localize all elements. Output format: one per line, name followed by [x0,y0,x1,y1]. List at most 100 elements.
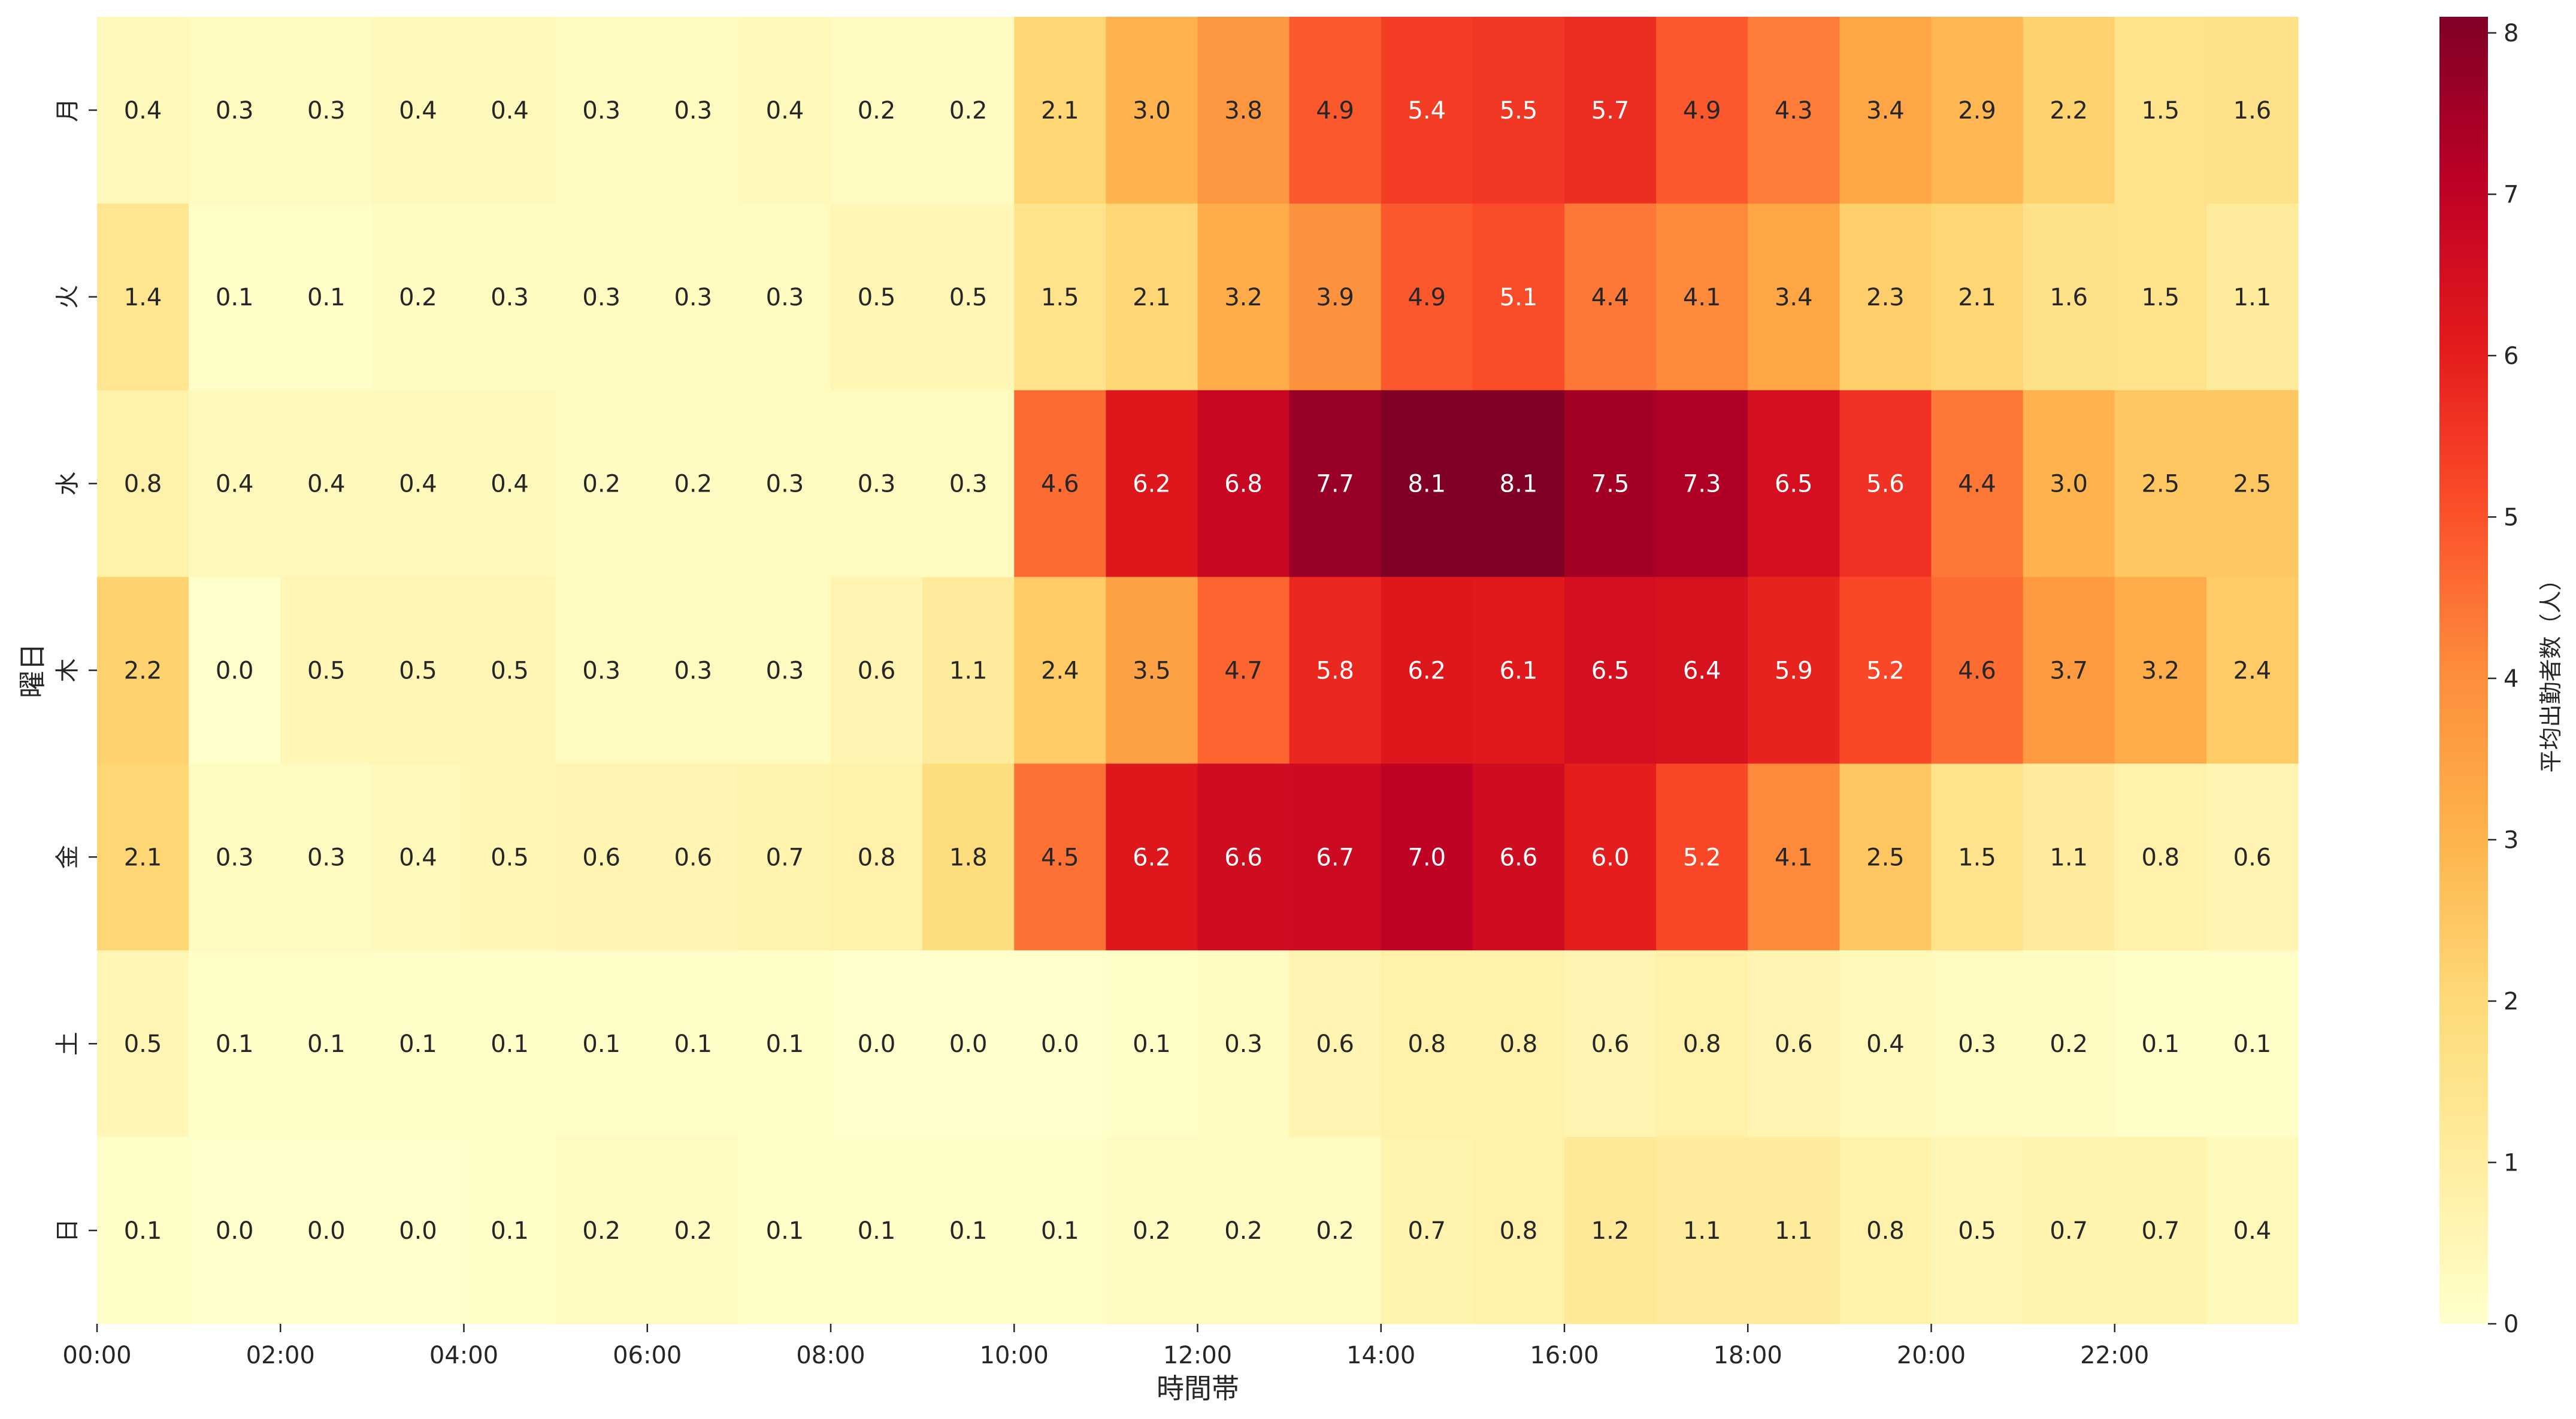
heatmap-cell [1839,577,1932,765]
heatmap-cell-value: 0.3 [766,471,804,498]
heatmap-cell [2114,390,2207,578]
heatmap-cell [464,950,556,1138]
heatmap-cell [1931,203,2024,391]
heatmap-cell-value: 2.2 [2050,97,2088,125]
heatmap-cell-value: 0.1 [216,1030,254,1058]
heatmap-cell [1564,763,1657,951]
heatmap-cell-value: 0.1 [2141,1030,2180,1058]
heatmap-cell-value: 2.4 [2233,657,2272,685]
heatmap-cell [464,390,556,578]
heatmap-cell [189,390,281,578]
heatmap-cell [1656,763,1748,951]
heatmap-cell [2023,577,2115,765]
heatmap-cell-value: 0.4 [216,471,254,498]
heatmap-cell [647,950,740,1138]
x-tick-label: 02:00 [246,1342,315,1369]
heatmap-cell-value: 0.1 [674,1030,712,1058]
heatmap-cell [647,390,740,578]
heatmap-cell [2206,577,2299,765]
heatmap-cell-value: 5.5 [1500,97,1538,125]
heatmap-cell-value: 0.0 [307,1217,346,1245]
heatmap-cell [1197,17,1290,204]
heatmap-cell-value: 0.0 [1041,1030,1079,1058]
heatmap-cell [1564,1137,1657,1324]
heatmap-cell [738,950,831,1138]
heatmap-cell [922,577,1015,765]
heatmap-cell [1564,203,1657,391]
heatmap-cell [738,763,831,951]
heatmap-cell [831,203,923,391]
heatmap-cell [555,390,648,578]
y-tick-label: 木 [54,659,81,683]
heatmap-cell-value: 7.7 [1316,471,1354,498]
heatmap-cell-value: 2.5 [2233,471,2272,498]
heatmap-cell-value: 3.8 [1224,97,1263,125]
heatmap-cell [1106,203,1198,391]
x-tick-label: 14:00 [1346,1342,1415,1369]
heatmap-cell-value: 0.3 [674,284,712,311]
heatmap-cell-labels: 0.4 0.3 0.3 0.4 0.4 0.3 0.3 0.4 0.2 0.2 2.1 3.0 3.8 4… [124,97,2272,1245]
heatmap-cell [97,1137,189,1324]
heatmap-cell [2114,577,2207,765]
x-tick-label: 10:00 [980,1342,1049,1369]
heatmap-cell [1931,390,2024,578]
heatmap-cell-value: 0.1 [949,1217,988,1245]
heatmap-cell-value: 7.0 [1407,844,1446,871]
heatmap-cell [647,203,740,391]
heatmap-cell [1014,950,1106,1138]
heatmap-cell [2023,390,2115,578]
heatmap-cell-value: 4.7 [1224,657,1263,685]
colorbar-tick-label: 6 [2504,342,2519,370]
heatmap-cell-value: 0.5 [949,284,988,311]
heatmap-cell-value: 0.5 [858,284,896,311]
heatmap-cell [1564,577,1657,765]
heatmap-cell [372,950,465,1138]
heatmap-cell [555,17,648,204]
heatmap-cell-value: 6.0 [1591,844,1630,871]
colorbar-title: 平均出勤者数（人） [2538,568,2564,772]
heatmap-cell-value: 0.4 [124,97,162,125]
colorbar-tick-label: 7 [2504,181,2519,208]
x-tick-label: 00:00 [62,1342,131,1369]
heatmap-cell-value: 0.3 [674,97,712,125]
heatmap-cell-value: 0.0 [216,1217,254,1245]
heatmap-cell [1472,17,1565,204]
heatmap-cell [647,577,740,765]
x-tick-label: 20:00 [1897,1342,1966,1369]
heatmap-cell [2114,17,2207,204]
heatmap-cell [464,1137,556,1324]
heatmap-cell-value: 0.1 [307,1030,346,1058]
heatmap-cell [831,1137,923,1324]
heatmap-cell [1106,577,1198,765]
heatmap-cell [372,390,465,578]
heatmap-cell-value: 6.2 [1133,471,1171,498]
heatmap-cell-value: 8.1 [1407,471,1446,498]
heatmap-cell-value: 1.1 [1683,1217,1721,1245]
colorbar-ticks: 0 1 2 3 4 5 6 7 8 [2488,20,2519,1338]
heatmap-cell [1472,577,1565,765]
heatmap-cell-value: 0.1 [766,1030,804,1058]
heatmap-cell [555,203,648,391]
heatmap-cell [1564,950,1657,1138]
heatmap-cell [738,577,831,765]
heatmap-cell-value: 6.6 [1500,844,1538,871]
heatmap-cell-value: 0.2 [582,1217,620,1245]
heatmap-cell-value: 0.3 [307,97,346,125]
heatmap-cell-value: 5.2 [1683,844,1721,871]
heatmap-cell [1106,390,1198,578]
heatmap-cell [1106,950,1198,1138]
x-axis-title: 時間帯 [1157,1372,1239,1405]
heatmap-cell [1014,17,1106,204]
heatmap-cell-value: 0.4 [491,471,529,498]
heatmap-cell-value: 7.3 [1683,471,1721,498]
heatmap-cell [1656,950,1748,1138]
heatmap-cell-value: 6.2 [1407,657,1446,685]
heatmap-cell-value: 3.9 [1316,284,1354,311]
heatmap-cell [1014,203,1106,391]
heatmap-cell [1014,763,1106,951]
heatmap-cell [1197,763,1290,951]
y-tick-label: 水 [54,472,81,496]
heatmap-cell-value: 4.4 [1591,284,1630,311]
heatmap-cell-value: 3.2 [1224,284,1263,311]
heatmap-cell [738,17,831,204]
